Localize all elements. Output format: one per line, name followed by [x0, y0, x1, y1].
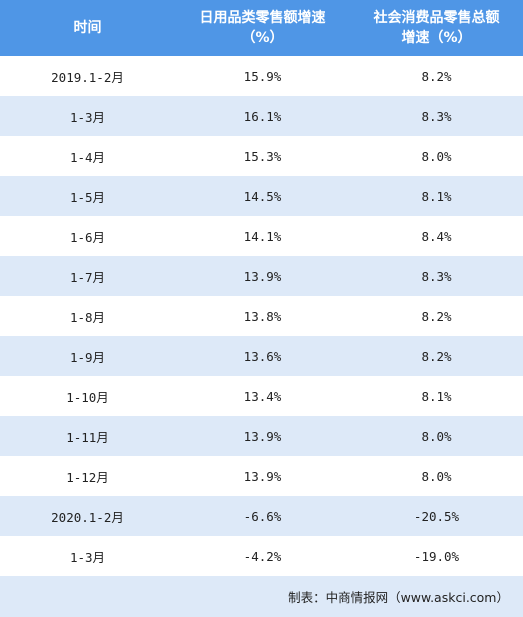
total-retail-cell: 8.2% — [421, 348, 452, 364]
total-retail-cell: 8.1% — [421, 188, 452, 204]
header-total-retail: 社会消费品零售总额 增速（%） — [350, 0, 523, 56]
header-period-label: 时间 — [73, 20, 102, 36]
total-retail-cell: 8.0% — [421, 148, 452, 164]
table-row: 1-7月 13.9% 8.3% — [0, 256, 523, 296]
total-retail-cell: 8.3% — [421, 268, 452, 284]
period-cell: 1-12月 — [66, 469, 109, 485]
table-footer: 制表：中商情报网（www.askci.com） — [0, 576, 523, 617]
table-header: 时间 日用品类零售额增速 （%） 社会消费品零售总额 增速（%） — [0, 0, 523, 56]
daily-goods-cell: 13.9% — [243, 468, 282, 484]
daily-goods-cell: 16.1% — [243, 108, 282, 124]
daily-goods-cell: 13.6% — [243, 348, 282, 364]
period-cell: 1-8月 — [69, 309, 106, 325]
period-cell: 1-7月 — [69, 269, 106, 285]
daily-goods-cell: 13.9% — [243, 268, 282, 284]
daily-goods-cell: 13.4% — [243, 388, 282, 404]
daily-goods-cell: 14.5% — [243, 188, 282, 204]
total-retail-cell: 8.3% — [421, 108, 452, 124]
table-row: 1-11月 13.9% 8.0% — [0, 416, 523, 456]
period-cell: 2019.1-2月 — [51, 69, 124, 85]
daily-goods-cell: 15.3% — [243, 148, 282, 164]
daily-goods-cell: 13.8% — [243, 308, 282, 324]
table-row: 1-3月 -4.2% -19.0% — [0, 536, 523, 576]
source-note: 制表：中商情报网（www.askci.com） — [288, 590, 509, 605]
total-retail-cell: -19.0% — [413, 548, 460, 564]
header-daily-goods-line2: （%） — [241, 30, 284, 46]
total-retail-cell: 8.0% — [421, 468, 452, 484]
daily-goods-cell: -4.2% — [243, 548, 282, 564]
period-cell: 1-10月 — [66, 389, 109, 405]
period-cell: 1-11月 — [66, 429, 109, 445]
header-total-retail-line2: 增速（%） — [401, 30, 472, 46]
daily-goods-cell: 15.9% — [243, 68, 282, 84]
table-row: 1-12月 13.9% 8.0% — [0, 456, 523, 496]
header-total-retail-line1: 社会消费品零售总额 — [373, 10, 500, 26]
period-cell: 1-6月 — [69, 229, 106, 245]
period-cell: 2020.1-2月 — [51, 509, 124, 525]
table-row: 1-8月 13.8% 8.2% — [0, 296, 523, 336]
total-retail-cell: 8.4% — [421, 228, 452, 244]
table-row: 2019.1-2月 15.9% 8.2% — [0, 56, 523, 96]
table-row: 1-4月 15.3% 8.0% — [0, 136, 523, 176]
table-row: 1-10月 13.4% 8.1% — [0, 376, 523, 416]
daily-goods-cell: 14.1% — [243, 228, 282, 244]
total-retail-cell: -20.5% — [413, 508, 460, 524]
daily-goods-cell: 13.9% — [243, 428, 282, 444]
total-retail-cell: 8.2% — [421, 308, 452, 324]
table-row: 1-9月 13.6% 8.2% — [0, 336, 523, 376]
table-row: 2020.1-2月 -6.6% -20.5% — [0, 496, 523, 536]
header-period: 时间 — [0, 0, 175, 56]
table-row: 1-5月 14.5% 8.1% — [0, 176, 523, 216]
header-daily-goods-line1: 日用品类零售额增速 — [199, 10, 326, 26]
total-retail-cell: 8.1% — [421, 388, 452, 404]
period-cell: 1-4月 — [69, 149, 106, 165]
period-cell: 1-5月 — [69, 189, 106, 205]
table-row: 1-6月 14.1% 8.4% — [0, 216, 523, 256]
period-cell: 1-9月 — [69, 349, 106, 365]
total-retail-cell: 8.2% — [421, 68, 452, 84]
header-daily-goods: 日用品类零售额增速 （%） — [175, 0, 350, 56]
period-cell: 1-3月 — [69, 549, 106, 565]
daily-goods-cell: -6.6% — [243, 508, 282, 524]
table-body: 2019.1-2月 15.9% 8.2% 1-3月 16.1% 8.3% 1-4月 15.3%… — [0, 56, 523, 576]
total-retail-cell: 8.0% — [421, 428, 452, 444]
table-row: 1-3月 16.1% 8.3% — [0, 96, 523, 136]
period-cell: 1-3月 — [69, 109, 106, 125]
